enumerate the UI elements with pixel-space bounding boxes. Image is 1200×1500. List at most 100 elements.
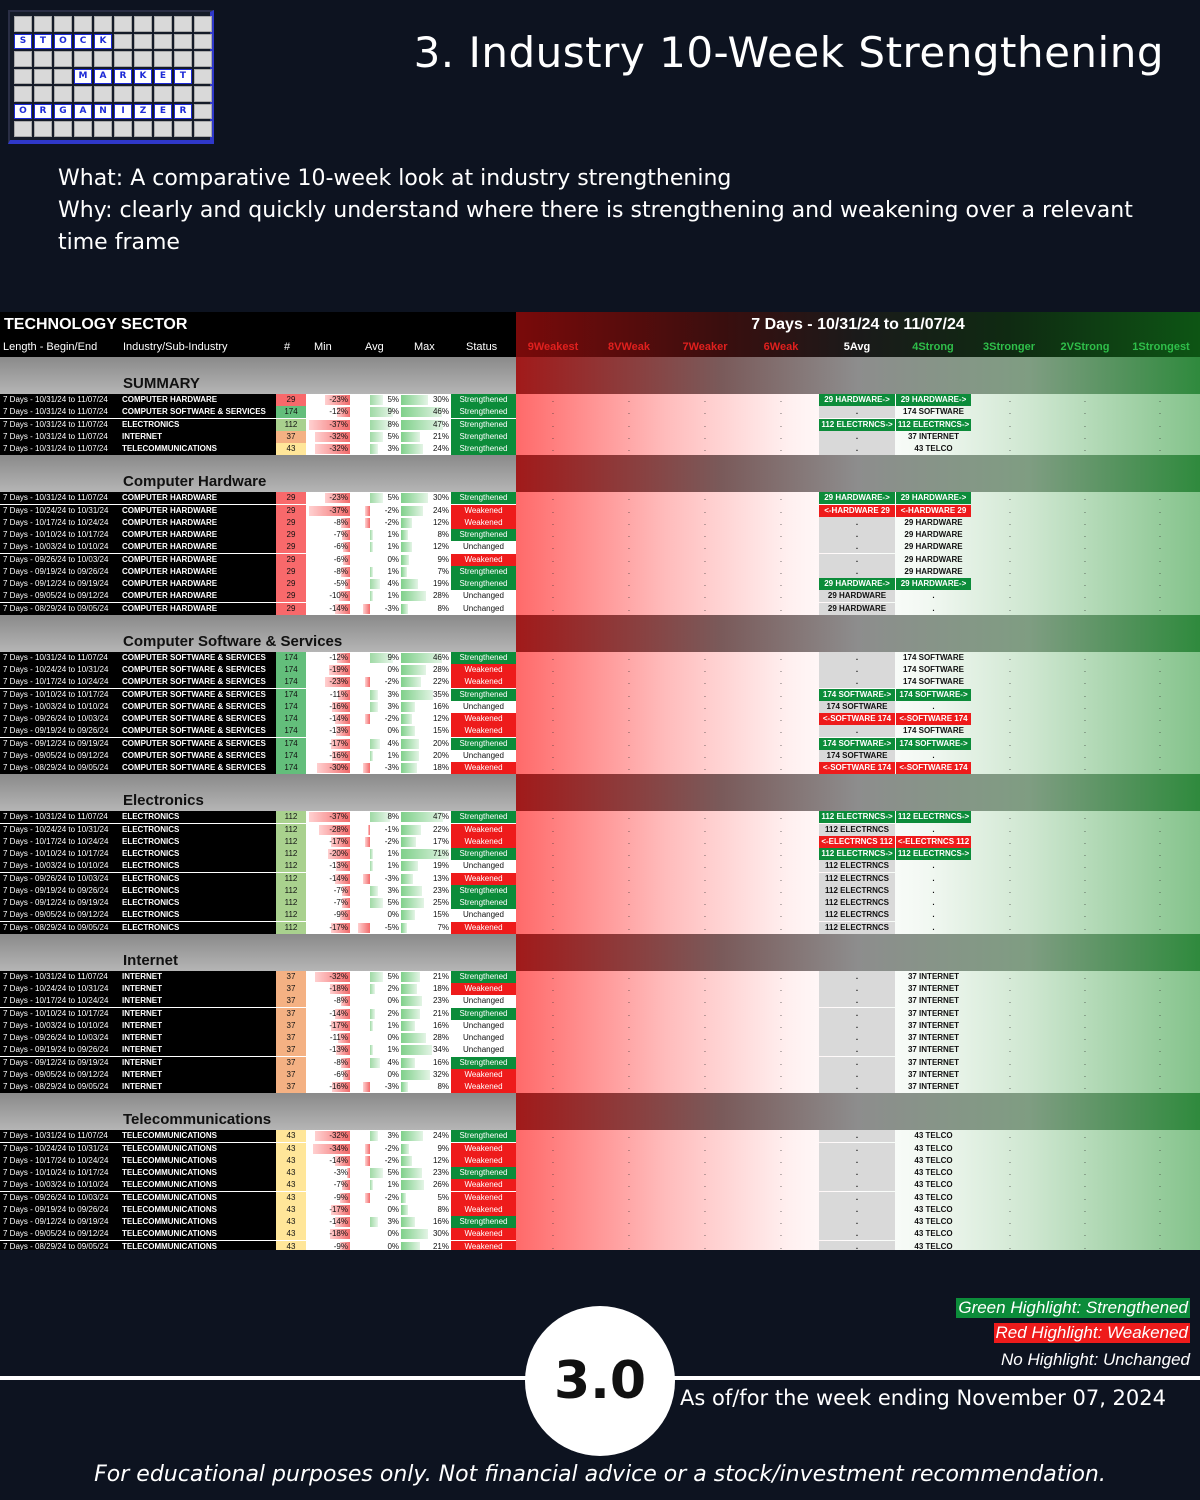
empty-cell-dot: . [1158,689,1162,699]
min-bar [342,530,350,540]
avg-value: 3% [387,1217,399,1226]
row-industry: COMPUTER SOFTWARE & SERVICES [120,406,276,419]
avg-value: 5% [387,493,399,503]
section-title: Telecommunications [123,1111,272,1129]
empty-cell-dot: . [703,1033,707,1042]
row-status: Unchanged [451,1019,516,1032]
row-strong-cell: . [932,701,935,711]
min-bar [343,542,350,553]
row-max: 20% [401,737,451,750]
row-avg-strength-cell: . [819,1240,895,1250]
row-min: -18% [306,1228,350,1241]
row-industry: TELECOMMUNICATIONS [120,1130,276,1143]
empty-cell-dot: . [1008,861,1012,871]
empty-cell-dot: . [1083,701,1087,711]
row-min: -14% [306,1154,350,1167]
empty-cell-dot: . [1083,431,1087,441]
empty-cell-dot: . [1008,812,1012,822]
row-avg-strength-cell: <-SOFTWARE 174 [819,713,895,725]
empty-cell-dot: . [1008,714,1012,723]
row-avg: -2% [350,516,401,529]
min-value: -32% [329,444,348,453]
row-avg: -3% [350,872,401,885]
empty-cell-dot: . [551,836,555,846]
logo-letter-cell [34,16,52,32]
min-value: -37% [329,505,348,515]
table-row: 7 Days - 09/19/24 to 09/26/24 COMPUTER HA… [0,565,1200,578]
logo-letter-cell: E [154,68,172,84]
row-strong-cell: 29 HARDWARE-> [896,394,971,406]
row-avg: -2% [350,676,401,689]
min-bar [328,849,350,859]
logo-letter-cell: E [154,103,172,119]
empty-cell-dot: . [1008,996,1012,1006]
empty-cell-dot: . [551,566,555,576]
avg-bar [370,1045,373,1056]
max-value: 35% [432,689,449,699]
empty-cell-dot: . [703,579,707,588]
row-strong-cell: 174 SOFTWARE [903,407,964,417]
row-status: Unchanged [451,700,516,713]
intro-why: Why: clearly and quickly understand wher… [58,198,1133,255]
max-value: 23% [432,996,449,1006]
row-count: 37 [276,1007,306,1020]
table-header-left: TECHNOLOGY SECTOR Length - Begin/End Ind… [0,312,516,357]
row-avg: 8% [350,811,401,824]
row-avg: 4% [350,737,401,750]
max-bar [401,665,427,675]
empty-cell-dot: . [779,714,783,723]
row-min: -8% [306,565,350,578]
min-value: -19% [329,665,348,674]
avg-bar [365,1192,370,1203]
min-bar [346,1168,350,1178]
row-length: 7 Days - 09/26/24 to 10/03/24 [0,553,120,566]
logo-letter-cell [114,16,132,32]
logo-letter-cell [154,16,172,32]
row-count: 37 [276,1081,306,1093]
max-value: 34% [432,1045,449,1055]
avg-value: 1% [387,542,399,552]
row-strong-cell: 112 ELECTRNCS-> [896,811,971,824]
row-min: -9% [306,909,350,922]
avg-value: 1% [387,849,399,858]
min-bar [331,1020,350,1031]
min-value: -16% [329,701,348,711]
max-bar [401,898,424,908]
row-industry: COMPUTER SOFTWARE & SERVICES [120,713,276,725]
min-bar [319,824,350,835]
empty-cell-dot: . [627,996,631,1006]
max-bar [401,1045,432,1056]
empty-cell-dot: . [1008,1057,1012,1067]
row-avg: 3% [350,1216,401,1228]
min-bar [309,505,350,516]
row-count: 43 [276,1154,306,1167]
min-value: -10% [329,591,348,601]
avg-value: 0% [387,1033,399,1042]
row-min: -32% [306,970,350,983]
row-max: 16% [401,1019,451,1032]
strength-column-header: 5Avg [843,341,871,353]
max-bar [401,1229,428,1240]
empty-cell-dot: . [1158,1217,1162,1226]
row-status: Strengthened [451,848,516,860]
avg-bar [370,1180,373,1191]
min-value: -17% [329,1020,348,1030]
row-count: 43 [276,1179,306,1192]
empty-cell-dot: . [551,922,555,932]
table-row: 7 Days - 09/12/24 to 09/19/24 COMPUTER SO… [0,737,1200,750]
row-max: 32% [401,1068,451,1081]
row-strong-cell: 37 INTERNET [907,1045,960,1055]
empty-cell-dot: . [551,419,555,429]
logo-letter-cell [134,16,152,32]
row-strong-cell: . [932,885,935,895]
avg-value: 1% [387,591,399,601]
empty-cell-dot: . [627,1045,631,1055]
empty-cell-dot: . [1008,750,1012,760]
row-industry: ELECTRONICS [120,897,276,909]
row-strong-cell: 37 INTERNET [907,1008,960,1018]
empty-cell-dot: . [1008,665,1012,674]
row-avg: 1% [350,1044,401,1057]
section-band: Internet [0,933,1200,971]
empty-cell-dot: . [1083,1069,1087,1079]
avg-value: 0% [387,554,399,564]
